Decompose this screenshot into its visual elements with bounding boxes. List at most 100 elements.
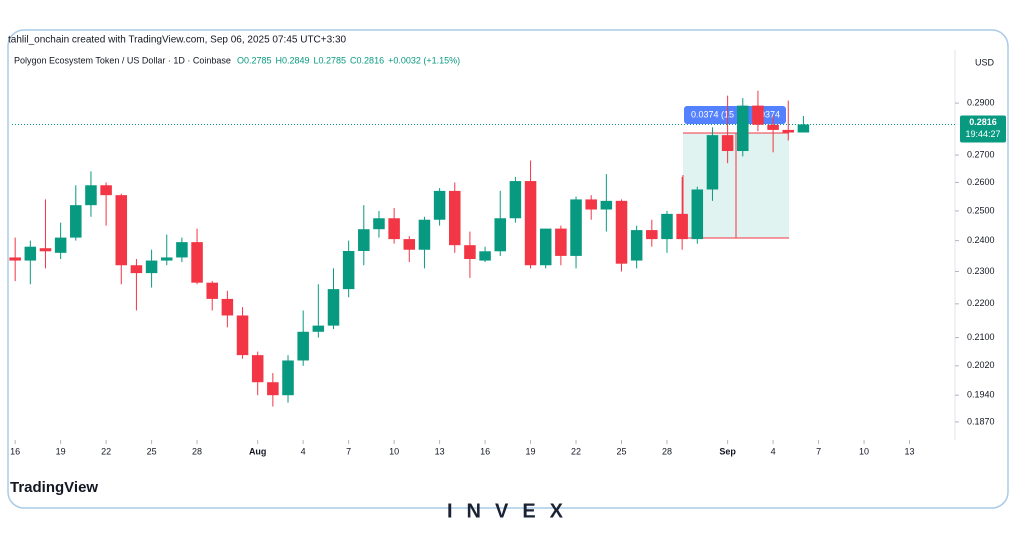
candle-body — [251, 355, 264, 383]
x-tick-label: Sep — [719, 446, 736, 456]
candle-body — [752, 105, 764, 125]
candle-body — [449, 190, 461, 246]
symbol-legend: Polygon Ecosystem Token / US Dollar · 1D… — [14, 55, 231, 65]
candle-body — [570, 199, 582, 256]
y-tick-label: 0.2500 — [967, 205, 995, 215]
candle-body — [646, 230, 658, 240]
y-tick-label: 0.2300 — [967, 266, 995, 276]
candle-body — [615, 200, 628, 264]
candle-body — [767, 124, 779, 130]
candle-body — [176, 242, 188, 258]
candle-body — [509, 181, 522, 219]
candle-body — [555, 228, 567, 256]
candle-body — [115, 195, 128, 266]
y-tick-label: 0.2100 — [967, 332, 995, 342]
candle-body — [388, 218, 400, 240]
candles — [9, 90, 955, 407]
candle-body — [373, 218, 385, 230]
candle-body — [342, 250, 355, 290]
x-tick-label: 10 — [389, 446, 399, 456]
x-tick-label: 7 — [346, 446, 351, 456]
candle-body — [464, 245, 476, 260]
candle-body — [267, 382, 279, 396]
candle-body — [358, 229, 370, 251]
candle-body — [145, 260, 158, 274]
ohlc-value: +0.0032 (+1.15%) — [388, 55, 460, 65]
x-tick-label: 16 — [10, 446, 20, 456]
x-tick-label: 22 — [571, 446, 581, 456]
currency: USD — [975, 57, 995, 67]
candle-body — [418, 219, 431, 250]
candle-body — [797, 124, 810, 133]
candle-body — [782, 129, 795, 133]
x-tick-label: 25 — [617, 446, 627, 456]
y-tick-label: 0.2700 — [967, 149, 995, 159]
candle-body — [433, 190, 446, 220]
candle-body — [327, 289, 340, 326]
candle-body — [494, 218, 506, 252]
candle-body — [312, 325, 325, 332]
candle-body — [130, 265, 143, 274]
last-price-label: 0.2816 — [969, 117, 997, 127]
x-tick-label: 19 — [56, 446, 66, 456]
candle-body — [24, 246, 37, 261]
x-tick-label: 13 — [435, 446, 445, 456]
candle-body — [206, 282, 218, 299]
last-price-box — [960, 115, 1006, 143]
y-tick-label: 0.1870 — [967, 416, 995, 426]
ohlc-value: C0.2816 — [350, 55, 384, 65]
candle-body — [706, 135, 719, 190]
candle-body — [9, 257, 21, 261]
measure-label: 0.0374 (15 — [691, 109, 734, 119]
logo: TradingView — [10, 479, 98, 496]
candle-body — [236, 315, 249, 356]
candle-body — [600, 200, 613, 210]
x-tick-label: 19 — [526, 446, 536, 456]
candle-body — [479, 251, 491, 261]
candle-body — [297, 331, 309, 361]
candle-body — [85, 185, 97, 206]
y-tick-label: 0.2600 — [967, 177, 995, 187]
candle-body — [100, 185, 112, 196]
watermark: INVEX — [447, 500, 577, 522]
x-tick-label: 10 — [859, 446, 869, 456]
x-tick-label: 16 — [480, 446, 490, 456]
y-tick-label: 0.2400 — [967, 235, 995, 245]
candle-body — [54, 237, 67, 253]
candle-body — [191, 242, 203, 283]
candle-body — [661, 213, 673, 240]
measure-label: 0.0374 — [752, 109, 780, 119]
candle-body — [539, 228, 552, 266]
x-tick-label: Aug — [249, 446, 267, 456]
x-tick-label: 4 — [301, 446, 306, 456]
y-tick-label: 0.2200 — [967, 298, 995, 308]
candle-body — [403, 239, 416, 250]
x-tick-label: 4 — [771, 446, 776, 456]
candle-body — [39, 248, 52, 252]
candle-body — [221, 298, 234, 316]
candle-body — [282, 360, 294, 396]
x-tick-label: 7 — [816, 446, 821, 456]
candle-body — [70, 205, 82, 238]
candle-body — [737, 105, 749, 152]
countdown: 19:44:27 — [965, 129, 1000, 139]
candle-body — [721, 135, 734, 152]
candle-body — [585, 199, 597, 210]
y-tick-label: 0.2900 — [967, 98, 995, 108]
candle-body — [524, 181, 537, 266]
candle-body — [160, 257, 173, 261]
y-tick-label: 0.2020 — [967, 360, 995, 370]
y-tick-label: 0.1940 — [967, 390, 995, 400]
x-tick-label: 22 — [101, 446, 111, 456]
x-tick-label: 13 — [905, 446, 915, 456]
candle-body — [630, 230, 643, 261]
ohlc-value: O0.2785 — [237, 55, 272, 65]
frame — [7, 29, 1009, 509]
x-tick-label: 28 — [192, 446, 202, 456]
credit: tahlil_onchain created with TradingView.… — [8, 35, 347, 46]
x-tick-label: 25 — [147, 446, 157, 456]
ohlc-value: H0.2849 — [275, 55, 309, 65]
candle-body — [676, 213, 688, 240]
ohlc-value: L0.2785 — [314, 55, 347, 65]
